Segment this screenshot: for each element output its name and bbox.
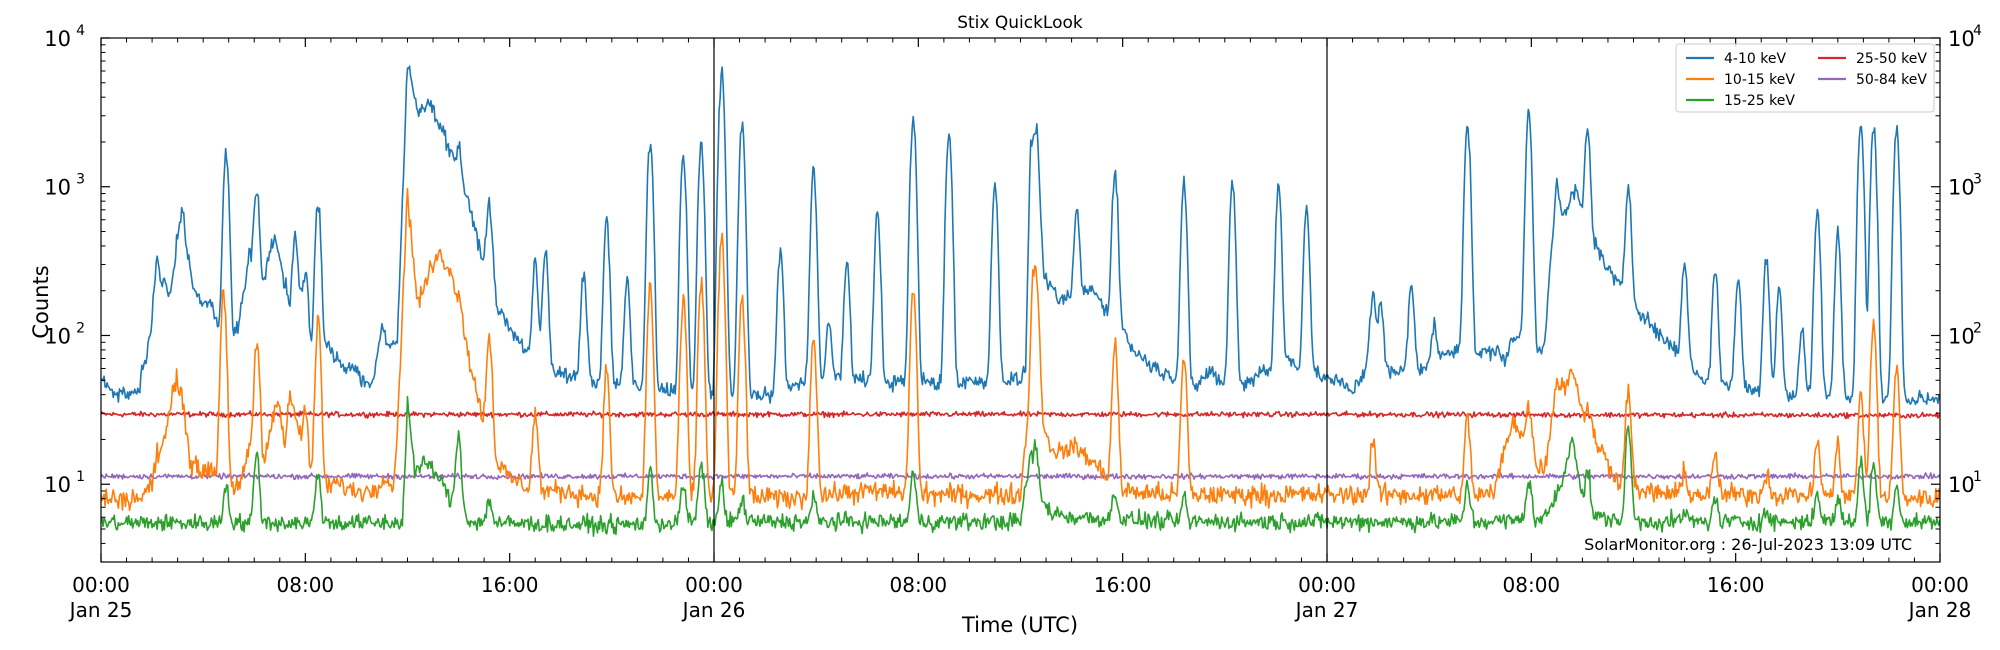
y-tick-label-right: 10 (1948, 473, 1975, 497)
legend-label: 10-15 keV (1724, 72, 1795, 88)
x-tick-sublabel: Jan 26 (681, 598, 746, 622)
series-layer (101, 65, 1940, 537)
legend-label: 25-50 keV (1856, 51, 1927, 67)
x-tick-sublabel: Jan 25 (68, 598, 133, 622)
y-tick-label-right: 10 (1948, 27, 1975, 51)
x-tick-sublabel: Jan 28 (1907, 598, 1972, 622)
y-tick-exponent-left: 1 (76, 469, 85, 485)
y-tick-label-left: 10 (44, 324, 71, 348)
x-tick-label: 00:00 (72, 573, 130, 597)
x-tick-label: 00:00 (1911, 573, 1969, 597)
y-tick-label-right: 10 (1948, 176, 1975, 200)
series-line-4-10-kev (101, 65, 1940, 406)
y-tick-exponent-left: 2 (76, 320, 85, 336)
x-tick-sublabel: Jan 27 (1294, 598, 1359, 622)
y-tick-exponent-left: 4 (76, 23, 85, 39)
x-tick-label: 08:00 (1503, 573, 1561, 597)
legend: 4-10 keV 10-15 keV 15-25 keV 25-50 keV 50-84… (1675, 43, 1935, 113)
y-tick-label-left: 10 (44, 176, 71, 200)
x-tick-label: 00:00 (685, 573, 743, 597)
x-tick-label: 16:00 (481, 573, 539, 597)
x-tick-label: 08:00 (277, 573, 335, 597)
x-tick-label: 16:00 (1707, 573, 1765, 597)
legend-label: 50-84 keV (1856, 72, 1927, 88)
y-tick-label-left: 10 (44, 473, 71, 497)
chart-title: Stix QuickLook (957, 13, 1083, 33)
x-tick-label: 00:00 (1298, 573, 1356, 597)
y-tick-exponent-right: 3 (1973, 172, 1982, 188)
legend-box (1675, 43, 1935, 113)
legend-label: 15-25 keV (1724, 93, 1795, 109)
y-tick-label-left: 10 (44, 27, 71, 51)
y-tick-exponent-left: 3 (76, 172, 85, 188)
series-line-15-25-kev (101, 395, 1940, 537)
day-dividers (713, 38, 1328, 562)
x-tick-label: 08:00 (890, 573, 948, 597)
legend-label: 4-10 keV (1724, 51, 1786, 67)
y-tick-label-right: 10 (1948, 324, 1975, 348)
x-axis-label: Time (UTC) (961, 613, 1078, 637)
x-tick-label: 16:00 (1094, 573, 1152, 597)
plot-frame (100, 37, 1941, 563)
y-axis-label: Counts (29, 265, 53, 338)
y-tick-exponent-right: 2 (1973, 320, 1982, 336)
y-tick-exponent-right: 4 (1973, 23, 1982, 39)
y-tick-exponent-right: 1 (1973, 469, 1982, 485)
solarmonitor-annotation: SolarMonitor.org : 26-Jul-2023 13:09 UTC (1584, 535, 1912, 554)
series-line-10-15-kev (101, 187, 1940, 512)
